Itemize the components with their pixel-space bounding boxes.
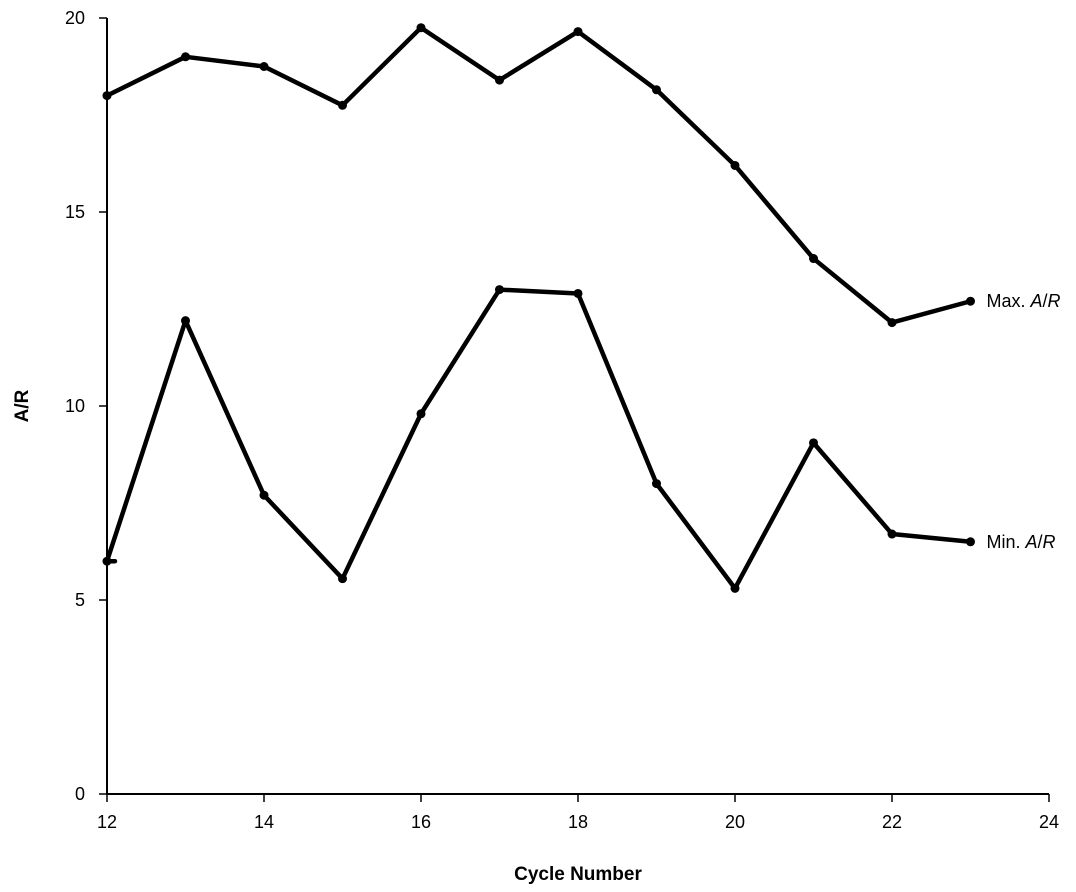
data-point	[259, 62, 269, 71]
data-point	[259, 490, 269, 500]
y-ticks: 0 5 10 15 20	[65, 8, 107, 804]
series-min: Min. A/R	[102, 285, 1056, 593]
data-point	[652, 85, 661, 95]
data-point	[966, 537, 975, 547]
x-tick-label: 18	[568, 812, 588, 832]
data-point	[730, 160, 740, 170]
axes	[106, 18, 1049, 795]
data-point	[573, 27, 583, 37]
data-point	[338, 100, 347, 110]
x-tick-label: 16	[411, 812, 431, 832]
series-line	[104, 287, 973, 591]
data-point	[809, 254, 818, 264]
series-group: Max. A/R Min. A/R	[102, 23, 1061, 593]
data-point	[416, 409, 426, 419]
series-line	[104, 25, 973, 325]
data-point	[338, 574, 347, 584]
data-point	[730, 583, 740, 593]
data-point	[809, 438, 818, 448]
data-point	[652, 479, 661, 489]
data-point	[181, 316, 190, 326]
data-point	[573, 288, 583, 298]
data-point	[887, 529, 897, 539]
series-max: Max. A/R	[102, 23, 1061, 328]
data-point	[102, 91, 112, 101]
series-label: Min. A/R	[987, 532, 1056, 552]
y-tick-label: 20	[65, 8, 85, 28]
y-tick-label: 10	[65, 396, 85, 416]
y-axis-title: A/R	[12, 389, 33, 422]
x-tick-label: 22	[882, 812, 902, 832]
x-tick-label: 14	[254, 812, 274, 832]
data-point	[181, 52, 190, 62]
data-point	[495, 285, 504, 295]
x-tick-label: 24	[1039, 812, 1059, 832]
data-point	[416, 23, 426, 33]
x-ticks: 12 14 16 18 20 22 24	[97, 794, 1059, 832]
data-point	[495, 75, 504, 85]
y-tick-label: 15	[65, 202, 85, 222]
x-tick-label: 20	[725, 812, 745, 832]
series-label: Max. A/R	[987, 291, 1061, 311]
x-axis-title: Cycle Number	[514, 864, 642, 885]
data-point	[966, 296, 975, 306]
y-tick-label: 0	[75, 784, 85, 804]
y-tick-label: 5	[75, 590, 85, 610]
data-point	[887, 318, 897, 328]
x-tick-label: 12	[97, 812, 117, 832]
